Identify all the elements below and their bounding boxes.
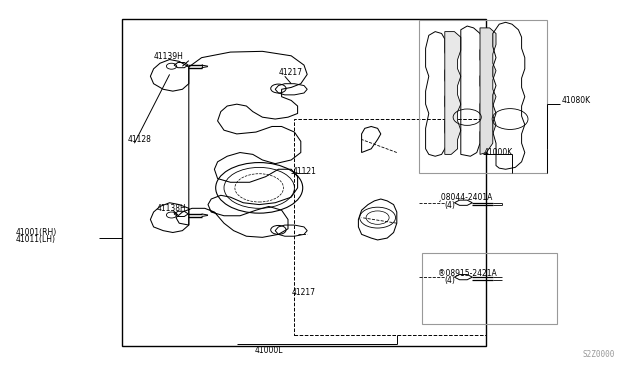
Text: 41001(RH): 41001(RH) bbox=[16, 228, 57, 237]
Text: 41128: 41128 bbox=[128, 135, 152, 144]
Text: ®08915-2421A: ®08915-2421A bbox=[438, 269, 497, 278]
Text: S2Z0000: S2Z0000 bbox=[582, 350, 614, 359]
Polygon shape bbox=[445, 32, 461, 154]
Bar bbox=[294, 119, 486, 335]
Text: (4): (4) bbox=[445, 276, 456, 285]
Text: 41011(LH): 41011(LH) bbox=[16, 235, 56, 244]
Text: 41000K: 41000K bbox=[483, 148, 513, 157]
Bar bbox=[419, 20, 547, 173]
Text: 41138H: 41138H bbox=[157, 204, 186, 213]
Text: (4): (4) bbox=[445, 201, 456, 210]
Text: 41139H: 41139H bbox=[154, 52, 184, 61]
Text: ¸08044-2401A: ¸08044-2401A bbox=[438, 193, 494, 202]
Bar bbox=[422, 253, 557, 324]
Text: 41217: 41217 bbox=[278, 68, 302, 77]
Bar bbox=[122, 19, 486, 346]
Text: 41217: 41217 bbox=[291, 288, 315, 296]
Text: 41121: 41121 bbox=[293, 167, 317, 176]
Text: 41080K: 41080K bbox=[562, 96, 591, 105]
Text: 41000L: 41000L bbox=[255, 346, 283, 355]
Polygon shape bbox=[480, 28, 496, 154]
